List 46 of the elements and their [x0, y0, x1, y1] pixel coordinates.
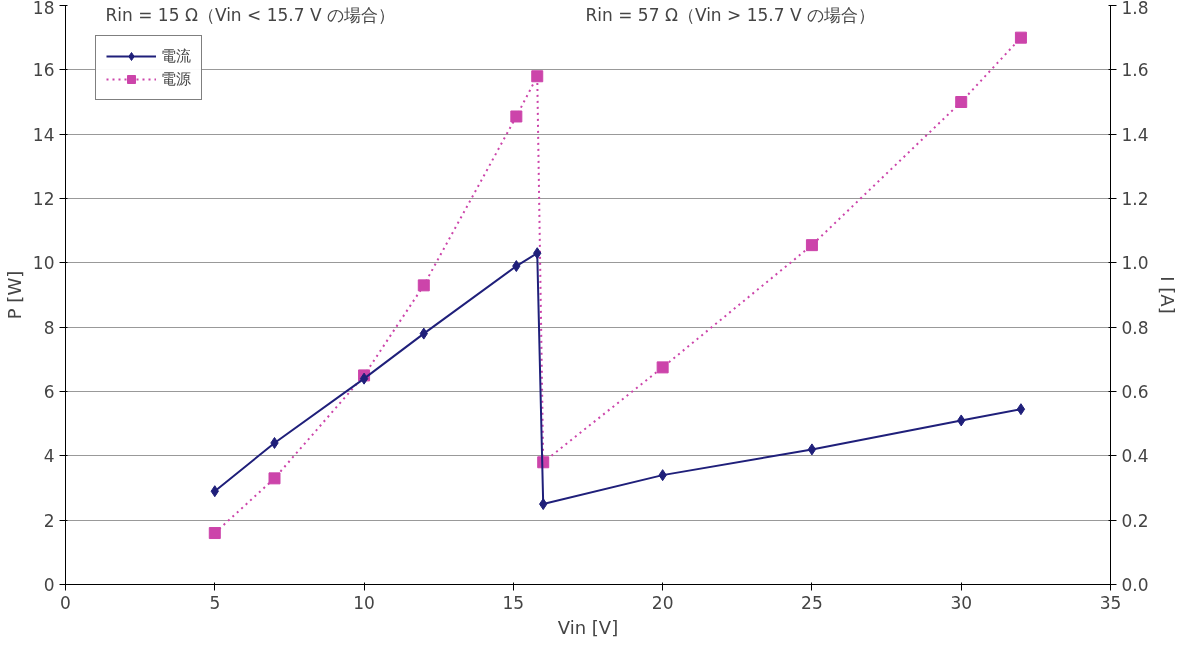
- x-tick-label: 20: [651, 592, 674, 613]
- y2-tick-label: 0.2: [1121, 510, 1149, 531]
- y-tick-label: 12: [32, 189, 55, 209]
- y2-tick-label: 0.6: [1121, 382, 1149, 402]
- y2-axis-title: I [A]: [1156, 276, 1178, 314]
- x-tick-label: 5: [209, 592, 221, 613]
- y-tick-label: 0: [43, 575, 55, 595]
- point: [208, 527, 221, 540]
- annotation: Rin = 57 Ω（Vin > 15.7 V の場合）: [585, 4, 875, 25]
- x-tick-label: 25: [801, 592, 823, 613]
- point: [1014, 31, 1027, 44]
- y2-tick-label: 1.4: [1121, 124, 1149, 145]
- point: [955, 96, 968, 108]
- point: [531, 70, 544, 83]
- y2-tick-label: 1.2: [1121, 189, 1149, 209]
- x-axis-title: Vin [V]: [557, 616, 619, 638]
- y-tick-label: 8: [43, 317, 55, 338]
- x-tick-label: 0: [60, 592, 71, 613]
- y-tick-label: 6: [43, 382, 55, 402]
- x-tick-label: 10: [353, 592, 375, 613]
- point: [656, 361, 669, 374]
- y2-tick-label: 1.8: [1121, 0, 1149, 18]
- point: [805, 239, 818, 252]
- x-tick-label: 35: [1099, 592, 1122, 613]
- y-tick-label: 10: [32, 253, 55, 274]
- point: [417, 279, 430, 292]
- y-tick-label: 2: [43, 510, 55, 531]
- point: [268, 472, 281, 485]
- legend-label: 電流: [161, 46, 191, 66]
- legend-label: 電源: [161, 69, 191, 89]
- point: [807, 443, 817, 456]
- point: [1016, 403, 1026, 416]
- y-tick-label: 14: [32, 124, 55, 145]
- y-tick-label: 16: [32, 60, 55, 81]
- y2-tick-label: 0.0: [1121, 575, 1149, 595]
- y2-tick-label: 1.6: [1121, 60, 1149, 81]
- y-axis-title: P [W]: [3, 270, 25, 320]
- y-tick-label: 18: [32, 0, 55, 18]
- point: [510, 110, 523, 123]
- annotation: Rin = 15 Ω（Vin < 15.7 V の場合）: [105, 4, 395, 25]
- y2-tick-label: 1.0: [1121, 253, 1149, 274]
- x-tick-label: 30: [950, 592, 973, 613]
- x-tick-label: 15: [502, 592, 525, 613]
- y2-tick-label: 0.8: [1121, 317, 1149, 338]
- y2-tick-label: 0.4: [1121, 446, 1149, 467]
- y-tick-label: 4: [43, 446, 55, 467]
